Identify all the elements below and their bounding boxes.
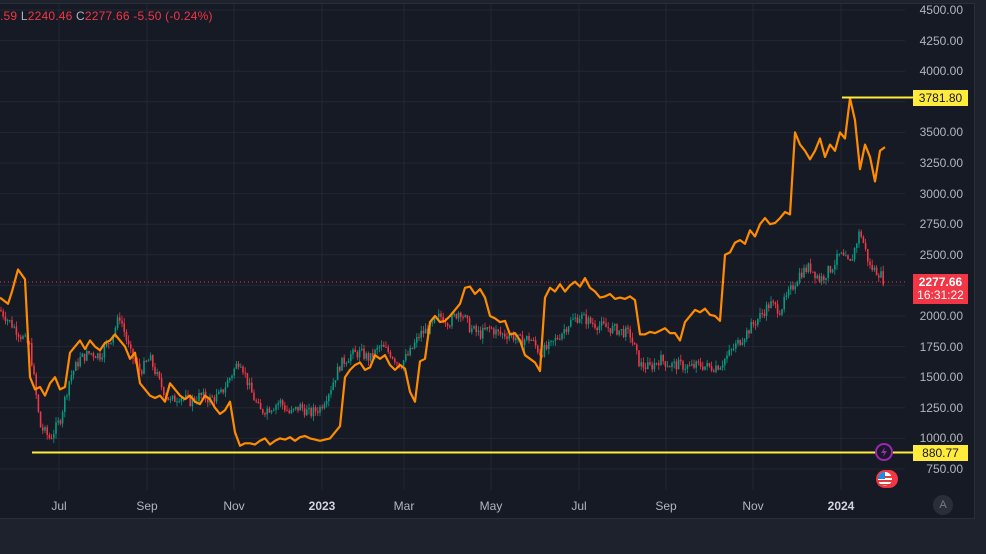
time-axis-label: Sep: [136, 499, 158, 513]
time-axis-label: Jul: [51, 499, 67, 513]
grid-lines: [0, 4, 905, 490]
ohlc-legend: .59 L2240.46 C2277.66 -5.50 (-0.24%): [0, 9, 213, 23]
price-axis[interactable]: 4500.00 4250.00 4000.00 3500.00 3250.00 3000.…: [905, 0, 975, 490]
time-axis-label: Jul: [571, 499, 587, 513]
price-axis-label: 1250.00: [919, 400, 963, 415]
orange-line-series: [0, 96, 886, 447]
auto-scale-button[interactable]: A: [933, 495, 953, 515]
legend-low-value: 2240.46: [27, 9, 73, 23]
low-level-price-tag: 880.77: [913, 445, 968, 461]
time-axis-label: Mar: [393, 499, 415, 513]
price-axis-label: 1750.00: [919, 339, 963, 354]
time-axis-label: Nov: [742, 499, 764, 513]
legend-open-partial: .59: [0, 9, 18, 23]
legend-close-value: 2277.66: [84, 9, 130, 23]
last-price-value: 2277.66: [918, 275, 963, 289]
time-axis-label: 2024: [827, 499, 855, 513]
price-axis-label: 3250.00: [919, 156, 963, 170]
us-economic-event-icon[interactable]: [875, 468, 898, 490]
price-axis-label: 4500.00: [919, 3, 963, 17]
price-axis-label: 2750.00: [919, 217, 963, 232]
price-axis-label: 4250.00: [919, 33, 963, 48]
price-axis-label: 750.00: [926, 462, 963, 476]
price-axis-label: 4000.00: [919, 64, 963, 79]
time-axis-label: 2023: [308, 499, 336, 513]
last-price-tag: 2277.66 16:31:22: [913, 274, 968, 304]
price-axis-label: 1000.00: [919, 431, 963, 446]
alert-bolt-icon[interactable]: [875, 443, 893, 461]
chart-pane[interactable]: [0, 3, 975, 519]
price-axis-label: 2000.00: [919, 309, 963, 323]
price-axis-label: 3000.00: [919, 186, 963, 201]
legend-close-key: C: [76, 9, 85, 23]
bar-countdown: 16:31:22: [917, 288, 964, 302]
legend-low-key: L: [20, 9, 28, 23]
candlestick-series: [0, 229, 884, 444]
time-axis-label: May: [479, 499, 503, 513]
price-axis-label: 2500.00: [919, 247, 963, 262]
time-axis-label: Nov: [223, 499, 245, 513]
price-axis-label: 1500.00: [919, 370, 963, 385]
high-level-price-tag: 3781.80: [913, 90, 968, 106]
price-axis-label: 3500.00: [919, 125, 963, 140]
legend-change: -5.50 (-0.24%): [133, 9, 213, 23]
time-axis-label: Sep: [655, 499, 677, 513]
